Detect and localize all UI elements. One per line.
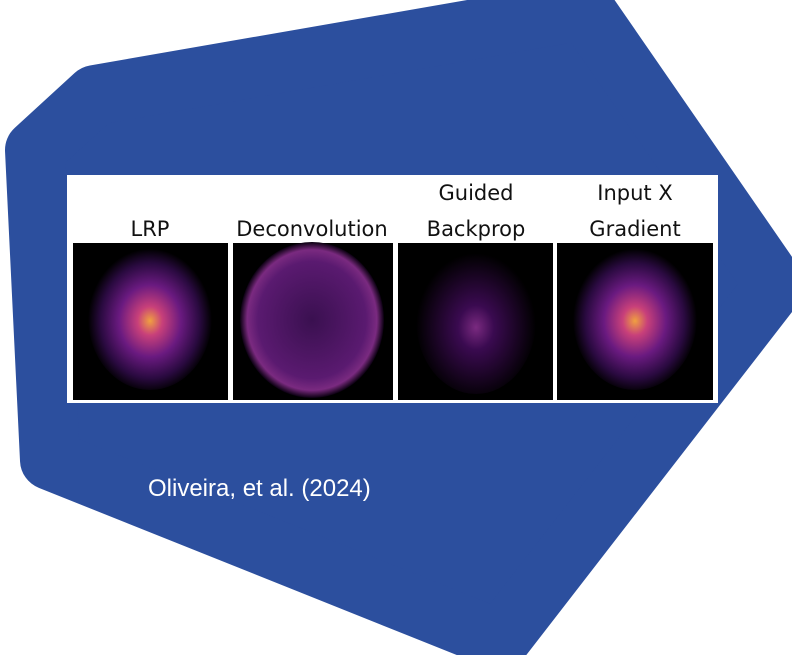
panel-title: Guided [439, 181, 514, 205]
caption: Oliveira, et al. (2024) [148, 475, 371, 502]
panel-title: Backprop [427, 217, 526, 241]
heatmap [88, 246, 212, 390]
panel-titles: LRP Deconvolution Guided Backprop Input X Gra… [131, 181, 681, 241]
heatmap [573, 246, 697, 390]
panel-title: Gradient [589, 217, 680, 241]
panel-title: Deconvolution [236, 217, 387, 241]
panel-title: LRP [131, 217, 170, 241]
heatmap [240, 242, 384, 398]
panel-title: Input X [597, 181, 672, 205]
figure: LRP Deconvolution Guided Backprop Input X Gra… [67, 175, 718, 403]
heatmap [416, 246, 536, 394]
